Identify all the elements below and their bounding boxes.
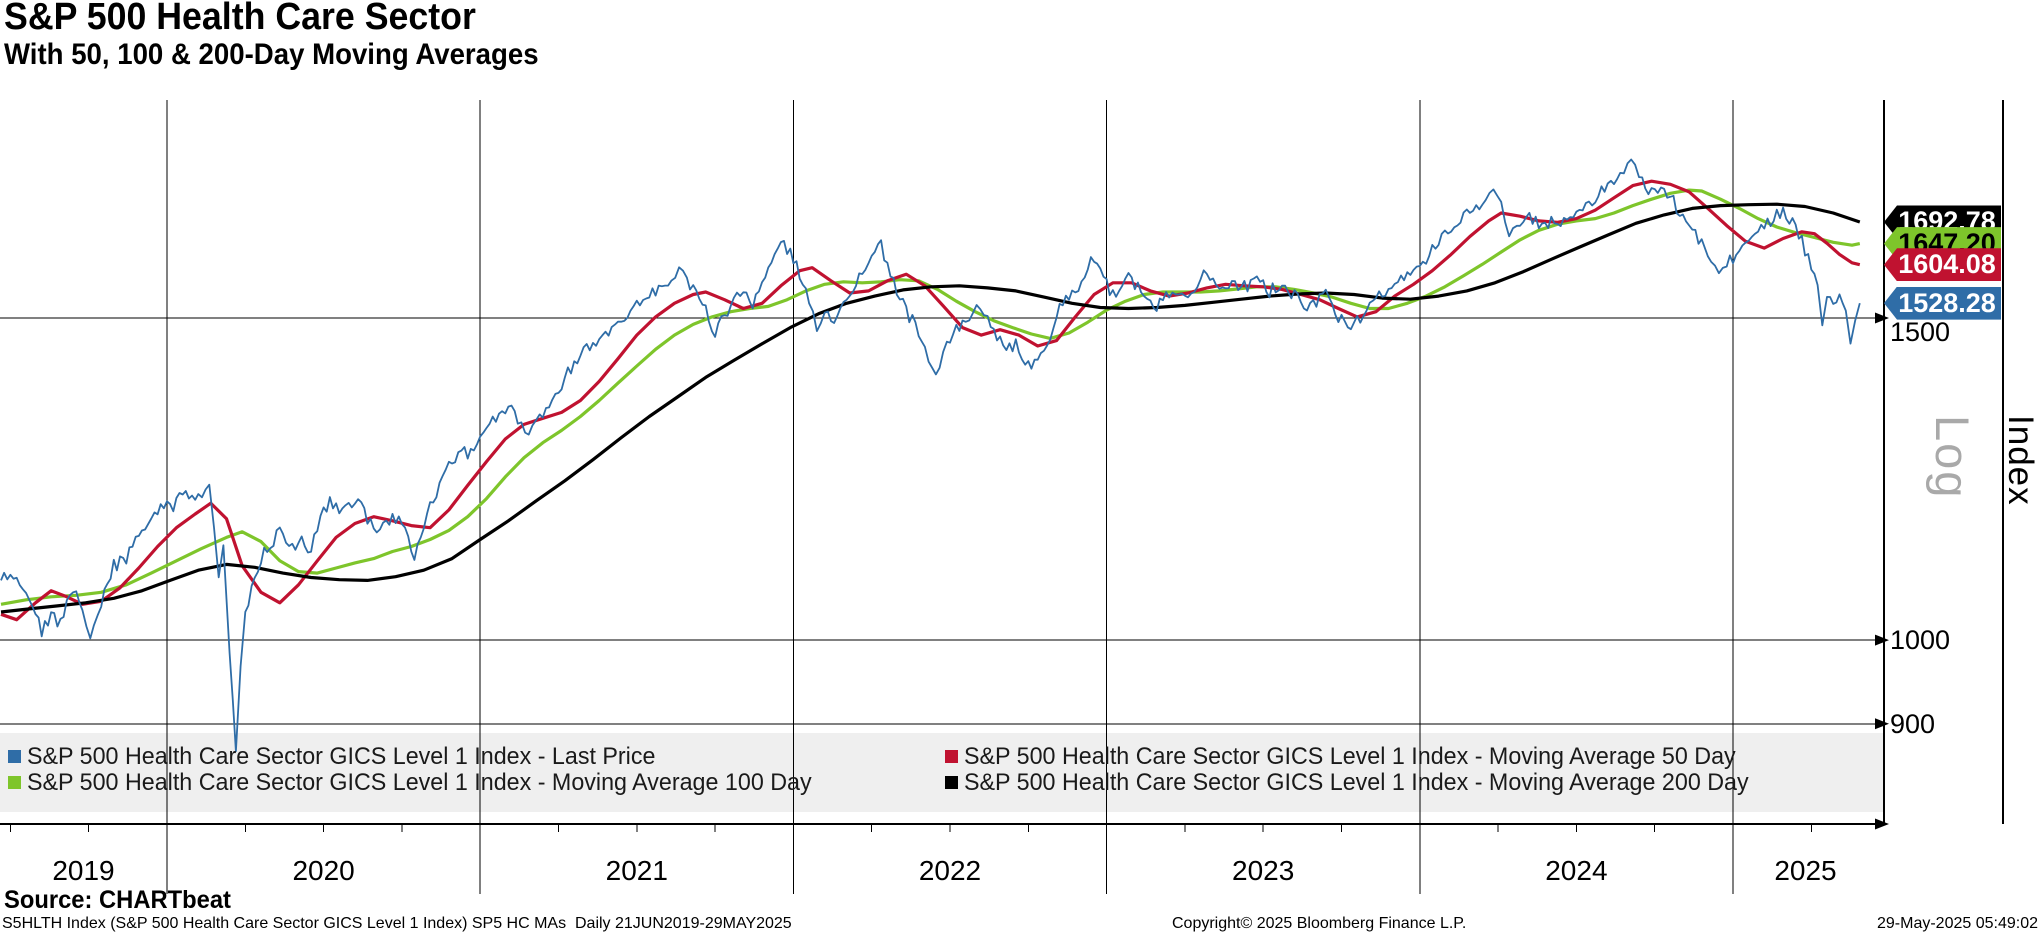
price-tag-value: 1604.08 xyxy=(1898,249,1996,280)
footer-copyright: Copyright© 2025 Bloomberg Finance L.P. xyxy=(1172,915,1467,932)
y-tick-arrow-icon xyxy=(1875,312,1889,324)
y-tick-arrow-icon xyxy=(1875,718,1889,730)
legend-band xyxy=(0,733,1884,812)
legend-item-ma-200[interactable]: S&P 500 Health Care Sector GICS Level 1 … xyxy=(945,770,1773,795)
x-axis-year-label: 2023 xyxy=(1232,855,1295,886)
x-axis-year-label: 2019 xyxy=(52,855,115,886)
legend-item-ma-50[interactable]: S&P 500 Health Care Sector GICS Level 1 … xyxy=(945,744,1760,769)
ma200-line xyxy=(0,202,1861,614)
legend-label: S&P 500 Health Care Sector GICS Level 1 … xyxy=(27,743,656,770)
legend-label: S&P 500 Health Care Sector GICS Level 1 … xyxy=(27,769,812,796)
ma50-line xyxy=(0,179,1861,622)
price-tag-ma-50[interactable]: 1604.08 xyxy=(1884,248,2001,282)
x-axis-year-label: 2024 xyxy=(1545,855,1608,886)
footer-ticker-description: S5HLTH Index (S&P 500 Health Care Sector… xyxy=(2,915,792,932)
legend-item-ma-100[interactable]: S&P 500 Health Care Sector GICS Level 1 … xyxy=(8,770,836,795)
chart-title: S&P 500 Health Care Sector xyxy=(4,0,476,38)
price-tag-value: 1528.28 xyxy=(1898,287,1996,318)
legend-swatch-icon xyxy=(945,750,958,763)
log-scale-label: Log xyxy=(1926,415,1979,500)
x-axis-year-label: 2021 xyxy=(605,855,668,886)
y-tick-arrow-icon xyxy=(1875,634,1889,646)
ma100-line xyxy=(0,188,1861,606)
y-axis-tick-label: 1000 xyxy=(1890,625,1951,656)
y-axis-title: Index xyxy=(2001,415,2040,506)
source-label: Source: CHARTbeat xyxy=(4,886,231,914)
legend-label: S&P 500 Health Care Sector GICS Level 1 … xyxy=(964,769,1749,796)
x-axis-year-label: 2025 xyxy=(1774,855,1837,886)
last-price-line xyxy=(0,158,1861,753)
legend-item-last-price[interactable]: S&P 500 Health Care Sector GICS Level 1 … xyxy=(8,744,675,769)
legend-swatch-icon xyxy=(8,776,21,789)
x-axis-arrow-icon xyxy=(1875,818,1889,830)
chart-subtitle: With 50, 100 & 200-Day Moving Averages xyxy=(4,38,539,71)
series-lines xyxy=(0,158,1861,753)
legend-label: S&P 500 Health Care Sector GICS Level 1 … xyxy=(964,743,1736,770)
x-axis-year-label: 2020 xyxy=(292,855,355,886)
price-tag-last-price[interactable]: 1528.28 xyxy=(1884,286,2001,320)
footer-timestamp: 29-May-2025 05:49:02 xyxy=(1877,915,2038,932)
legend-swatch-icon xyxy=(8,750,21,763)
x-axis-year-label: 2022 xyxy=(918,855,982,886)
y-axis-tick-label: 1500 xyxy=(1890,317,1951,347)
legend-swatch-icon xyxy=(945,776,958,789)
y-axis-tick-label: 900 xyxy=(1890,708,1936,739)
